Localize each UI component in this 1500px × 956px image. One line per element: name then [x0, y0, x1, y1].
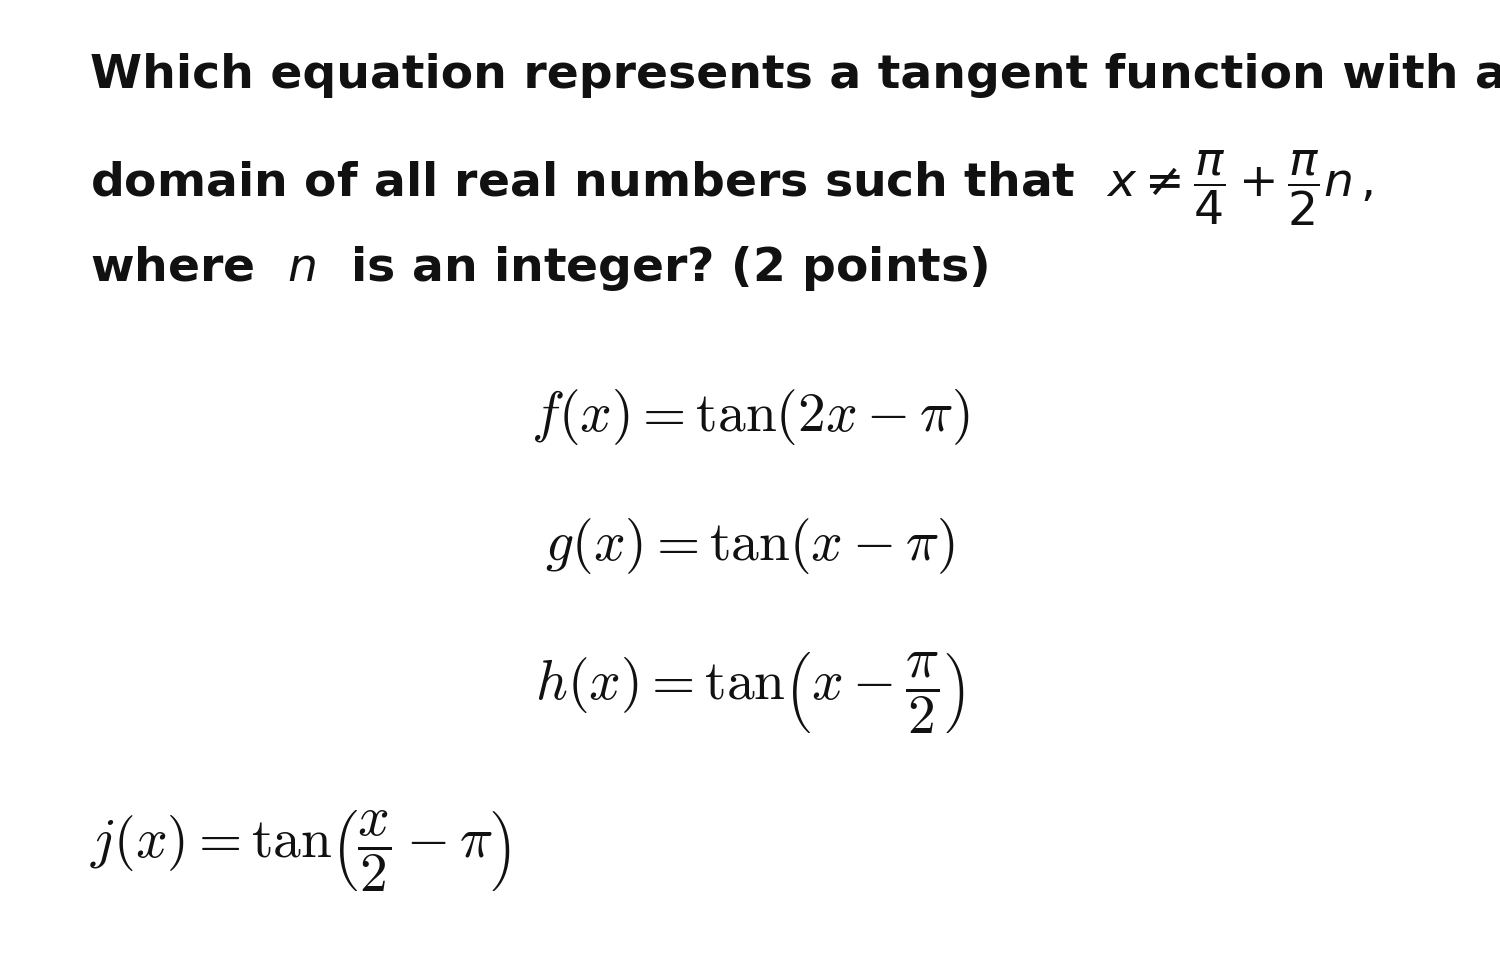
- Text: $h(x) = \tan\!\left(x - \dfrac{\pi}{2}\right)$: $h(x) = \tan\!\left(x - \dfrac{\pi}{2}\r…: [536, 650, 964, 735]
- Text: domain of all real numbers such that  $x \neq \dfrac{\pi}{4} + \dfrac{\pi}{2}n\,: domain of all real numbers such that $x …: [90, 148, 1374, 228]
- Text: where  $n$  is an integer? (2 points): where $n$ is an integer? (2 points): [90, 244, 988, 293]
- Text: $f(x) = \tan(2x - \pi)$: $f(x) = \tan(2x - \pi)$: [531, 387, 969, 447]
- Text: $g(x) = \tan(x - \pi)$: $g(x) = \tan(x - \pi)$: [544, 516, 956, 576]
- Text: Which equation represents a tangent function with a: Which equation represents a tangent func…: [90, 53, 1500, 98]
- Text: $j(x) = \tan\!\left(\dfrac{x}{2} - \pi\right)$: $j(x) = \tan\!\left(\dfrac{x}{2} - \pi\r…: [90, 808, 512, 893]
